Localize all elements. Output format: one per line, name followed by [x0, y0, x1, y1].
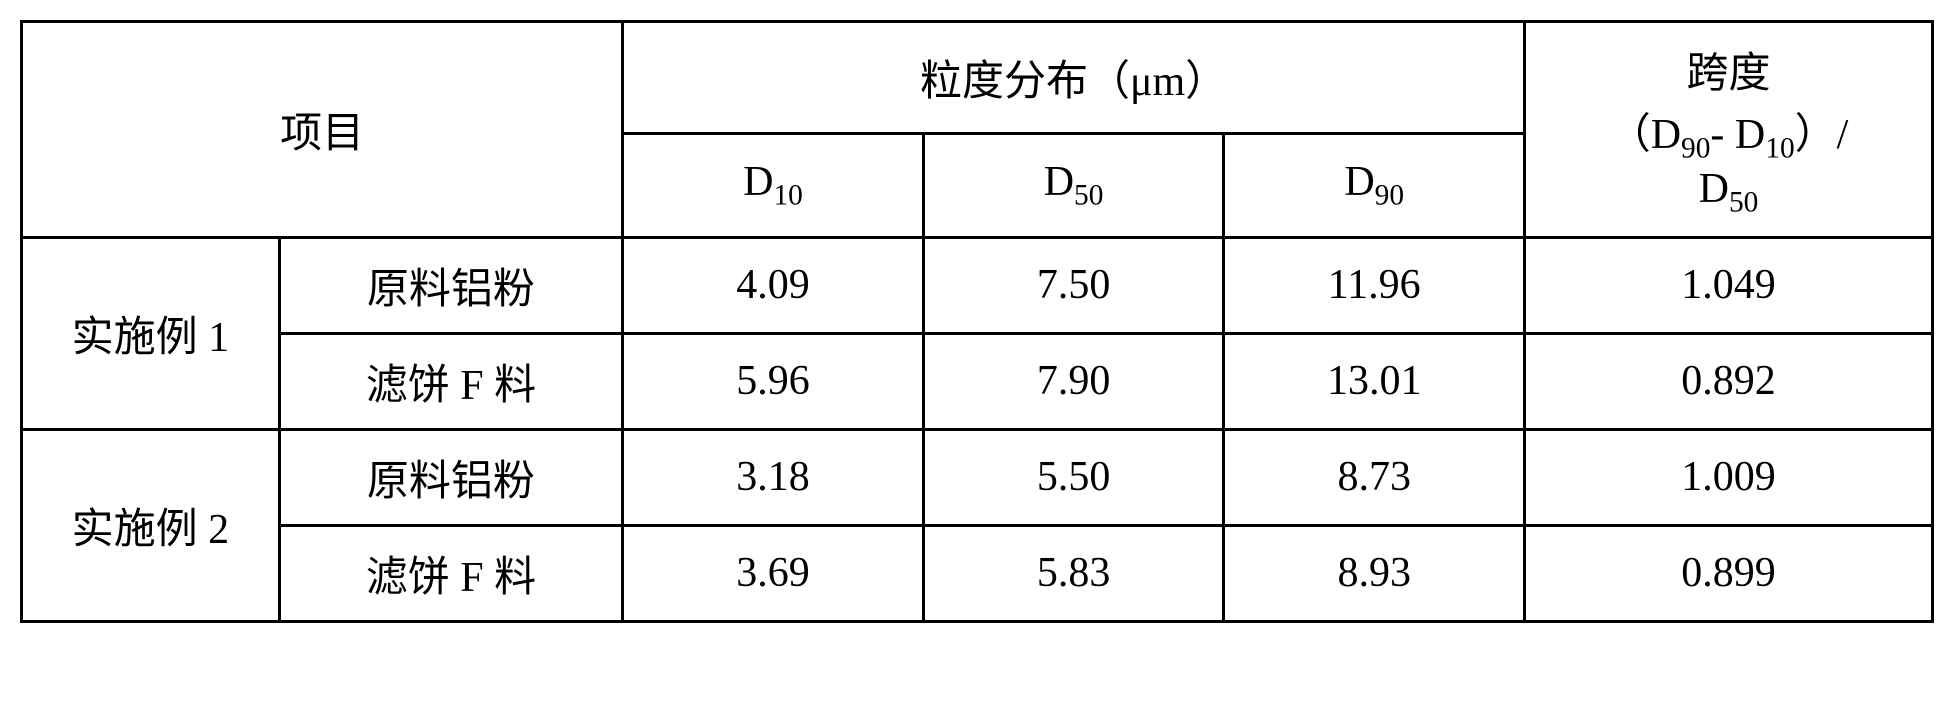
- table-row: 实施例 2 原料铝粉 3.18 5.50 8.73 1.009: [22, 429, 1933, 525]
- project-header: 项目: [22, 22, 623, 238]
- span-header-line2: （D90- D10）/: [1534, 100, 1923, 165]
- d50-value: 7.90: [1037, 358, 1111, 404]
- d10-value: 5.96: [736, 358, 810, 404]
- d10-cell: 3.69: [623, 525, 924, 621]
- d90-value: 13.01: [1327, 358, 1422, 404]
- span-value: 0.899: [1681, 550, 1776, 596]
- d50-value: 5.83: [1037, 550, 1111, 596]
- d90-cell: 8.73: [1224, 429, 1525, 525]
- d50-cell: 5.50: [923, 429, 1224, 525]
- group-name-cell: 实施例 1: [22, 237, 280, 429]
- span-value: 1.009: [1681, 454, 1776, 500]
- d90-cell: 8.93: [1224, 525, 1525, 621]
- span-value: 1.049: [1681, 262, 1776, 308]
- d10-cell: 5.96: [623, 333, 924, 429]
- particle-dist-header: 粒度分布（μm）: [623, 22, 1525, 134]
- item-label: 滤饼 F 料: [366, 555, 536, 601]
- d10-header: D10: [623, 133, 924, 237]
- span-cell: 0.892: [1525, 333, 1933, 429]
- data-table-container: 项目 粒度分布（μm） 跨度 （D90- D10）/ D50 D10 D50: [20, 20, 1934, 623]
- span-header-line1: 跨度: [1534, 39, 1923, 100]
- d10-value: 3.18: [736, 454, 810, 500]
- table-header-row-1: 项目 粒度分布（μm） 跨度 （D90- D10）/ D50: [22, 22, 1933, 134]
- span-cell: 1.009: [1525, 429, 1933, 525]
- item-cell: 原料铝粉: [279, 237, 623, 333]
- particle-distribution-table: 项目 粒度分布（μm） 跨度 （D90- D10）/ D50 D10 D50: [20, 20, 1934, 623]
- group-name-cell: 实施例 2: [22, 429, 280, 621]
- item-label: 原料铝粉: [367, 459, 535, 505]
- d50-cell: 7.50: [923, 237, 1224, 333]
- d50-header: D50: [923, 133, 1224, 237]
- d90-value: 8.73: [1337, 454, 1411, 500]
- span-header-line3: D50: [1534, 165, 1923, 219]
- project-label: 项目: [280, 111, 364, 157]
- d50-cell: 7.90: [923, 333, 1224, 429]
- d10-value: 3.69: [736, 550, 810, 596]
- particle-dist-label: 粒度分布（μm）: [920, 59, 1227, 105]
- d50-value: 5.50: [1037, 454, 1111, 500]
- table-row: 滤饼 F 料 5.96 7.90 13.01 0.892: [22, 333, 1933, 429]
- d90-value: 11.96: [1328, 262, 1421, 308]
- group-name: 实施例 1: [72, 315, 230, 361]
- group-name: 实施例 2: [72, 507, 230, 553]
- item-label: 原料铝粉: [367, 267, 535, 313]
- span-cell: 1.049: [1525, 237, 1933, 333]
- span-header: 跨度 （D90- D10）/ D50: [1525, 22, 1933, 238]
- d10-cell: 4.09: [623, 237, 924, 333]
- table-row: 实施例 1 原料铝粉 4.09 7.50 11.96 1.049: [22, 237, 1933, 333]
- d10-cell: 3.18: [623, 429, 924, 525]
- d90-cell: 13.01: [1224, 333, 1525, 429]
- item-cell: 原料铝粉: [279, 429, 623, 525]
- item-label: 滤饼 F 料: [366, 363, 536, 409]
- d90-cell: 11.96: [1224, 237, 1525, 333]
- span-value: 0.892: [1681, 358, 1776, 404]
- d50-value: 7.50: [1037, 262, 1111, 308]
- item-cell: 滤饼 F 料: [279, 525, 623, 621]
- d10-value: 4.09: [736, 262, 810, 308]
- span-cell: 0.899: [1525, 525, 1933, 621]
- d90-header: D90: [1224, 133, 1525, 237]
- d50-cell: 5.83: [923, 525, 1224, 621]
- item-cell: 滤饼 F 料: [279, 333, 623, 429]
- table-row: 滤饼 F 料 3.69 5.83 8.93 0.899: [22, 525, 1933, 621]
- d90-value: 8.93: [1337, 550, 1411, 596]
